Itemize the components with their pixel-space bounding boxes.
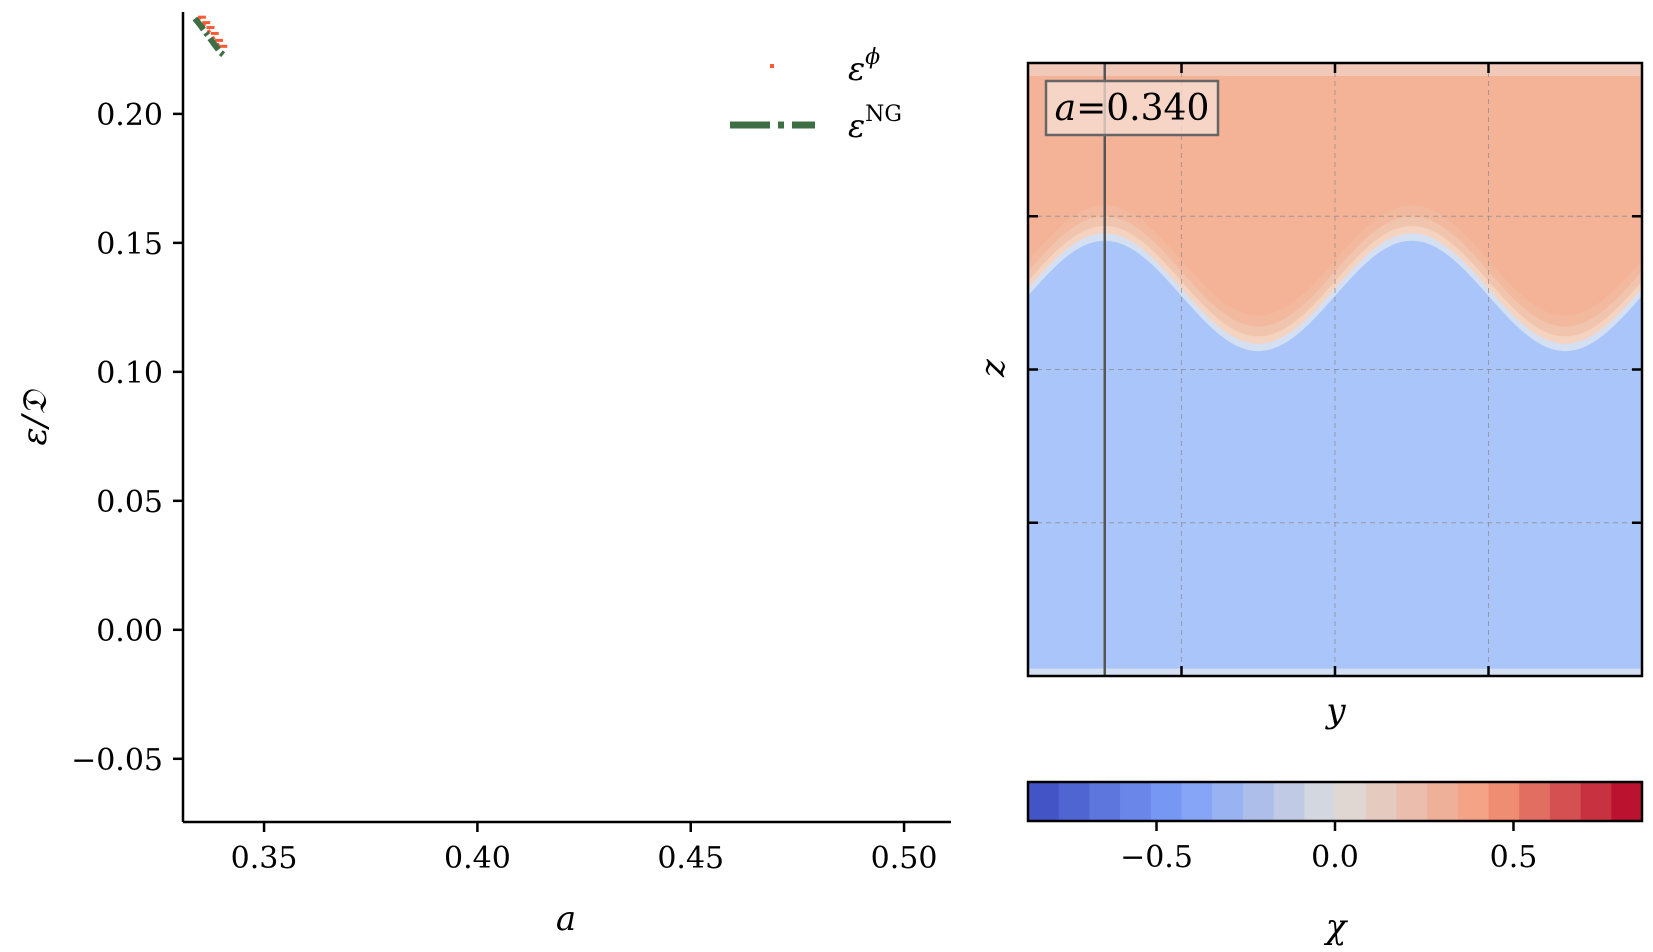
legend-swatch-phi: [770, 64, 774, 68]
x-tick-label: 0.50: [871, 841, 938, 876]
colorbar-cell: [1150, 782, 1182, 821]
x-tick-label: 0.40: [444, 841, 511, 876]
y-axis-label: ε/𝔇: [15, 389, 55, 446]
annotation-text: a=0.340: [1055, 88, 1210, 129]
colorbar-cell: [1488, 782, 1520, 821]
colorbar-cell: [1335, 782, 1367, 821]
heatmap-x-label: y: [1324, 691, 1346, 731]
x-ticks: 0.35 0.40 0.45 0.50: [231, 822, 938, 876]
y-tick-label: 0.00: [96, 614, 163, 649]
annotation-value: 0.340: [1106, 88, 1209, 129]
chi-field-heatmap: a=0.340 y z: [973, 61, 1644, 731]
y-tick-label: 0.15: [96, 227, 163, 262]
series-line-1: [192, 16, 228, 59]
legend-entry-ng: εNG: [730, 102, 902, 145]
colorbar-label: χ: [1324, 907, 1349, 947]
y-ticks: −0.05 0.00 0.05 0.10 0.15 0.20: [71, 98, 183, 778]
series-point: [202, 21, 211, 25]
annotation-var: a: [1055, 88, 1076, 129]
colorbar-cell: [1396, 782, 1428, 821]
colorbar-cell: [1549, 782, 1582, 821]
heatmap-ticks: [1028, 63, 1642, 676]
x-tick-label: 0.45: [657, 841, 724, 876]
series-point: [215, 38, 223, 42]
colorbar-tick-label: 0.0: [1311, 840, 1359, 875]
colorbar-cell: [1304, 782, 1336, 821]
colorbar-cell: [1611, 782, 1643, 821]
series-line-0: [196, 16, 221, 48]
line-series-layer: [192, 15, 228, 59]
colorbar-cell: [1519, 782, 1551, 821]
colorbar-cell: [1273, 782, 1305, 821]
heatmap-y-label: z: [973, 358, 1013, 378]
y-tick-label: 0.05: [96, 485, 163, 520]
annotation-eq: =: [1076, 88, 1106, 129]
colorbar-cell: [1120, 782, 1152, 821]
legend-entry-phi: εϕ: [770, 45, 880, 88]
colorbar-ticks: −0.5 0.0 0.5: [1120, 821, 1537, 875]
colorbar-cell: [1212, 782, 1244, 821]
y-tick-label: 0.10: [96, 356, 163, 391]
annotation-box: a=0.340: [1044, 79, 1220, 137]
legend-label-ng: εNG: [848, 102, 902, 145]
colorbar-cell: [1028, 782, 1060, 821]
colorbar-tick-label: −0.5: [1120, 840, 1193, 875]
colorbar-cell: [1181, 782, 1213, 821]
legend-phi-superscript: ϕ: [865, 45, 880, 70]
x-axis-label: a: [556, 899, 576, 939]
colorbar-cell: [1058, 782, 1090, 821]
series-point: [206, 25, 215, 29]
annotation-box-frame: [1044, 79, 1220, 137]
y-tick-label: 0.20: [96, 98, 163, 133]
series-point: [219, 44, 228, 48]
colorbar-cell: [1242, 782, 1275, 821]
colorbar-cell: [1580, 782, 1612, 821]
legend-ng-superscript: NG: [865, 102, 902, 127]
energy-line-chart: 0.35 0.40 0.45 0.50 −0.05 0.00 0.05 0.10 0.15 0.…: [15, 12, 951, 939]
colorbar-cells: [1028, 782, 1643, 821]
series-point: [210, 31, 219, 35]
colorbar-cell: [1365, 782, 1397, 821]
colorbar-cell: [1427, 782, 1459, 821]
series-point: [197, 15, 206, 19]
legend-label-phi: εϕ: [848, 45, 880, 88]
heatmap-grid: [1028, 63, 1642, 676]
y-tick-label: −0.05: [71, 743, 163, 778]
colorbar: −0.5 0.0 0.5 χ: [1026, 780, 1644, 947]
colorbar-cell: [1089, 782, 1121, 821]
legend: εϕ εNG: [730, 45, 902, 145]
colorbar-cell: [1457, 782, 1489, 821]
legend-phi-base: ε: [848, 50, 865, 88]
colorbar-tick-label: 0.5: [1490, 840, 1538, 875]
x-tick-label: 0.35: [231, 841, 298, 876]
legend-ng-base: ε: [848, 107, 865, 145]
